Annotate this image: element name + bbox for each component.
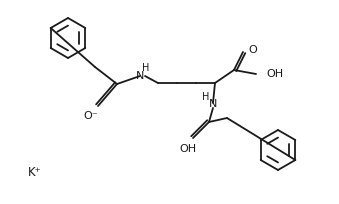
Text: H: H [142, 63, 150, 73]
Text: N: N [209, 99, 217, 109]
Text: OH: OH [179, 144, 197, 154]
Text: H: H [202, 92, 210, 102]
Text: O⁻: O⁻ [84, 111, 98, 121]
Text: O: O [248, 45, 257, 55]
Text: K⁺: K⁺ [28, 166, 42, 180]
Text: OH: OH [266, 69, 283, 79]
Text: N: N [136, 71, 144, 81]
